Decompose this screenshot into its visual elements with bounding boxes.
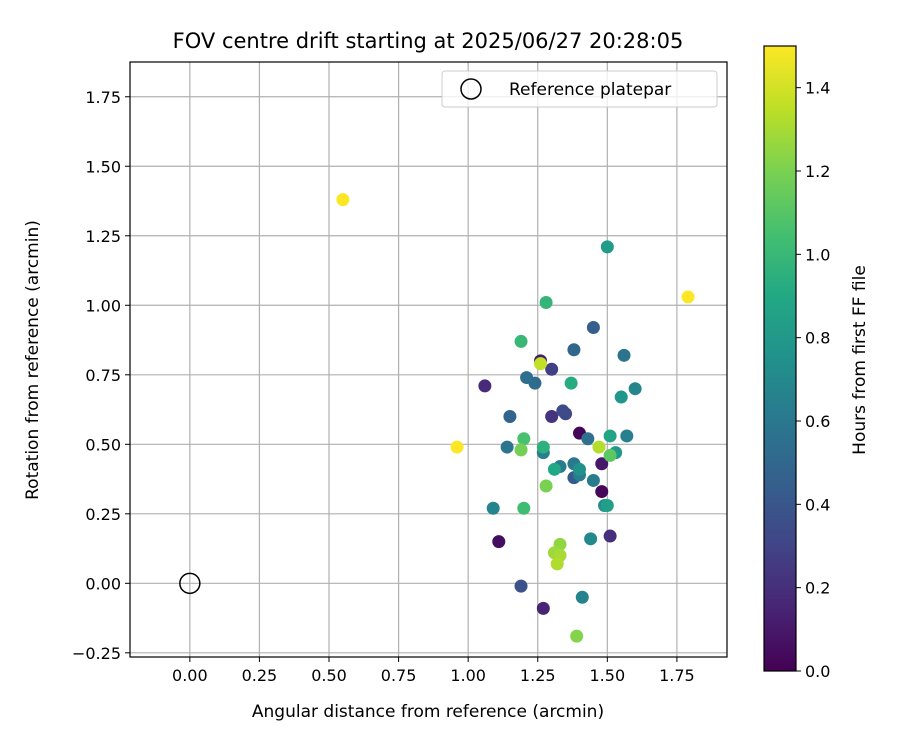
legend-marker-icon bbox=[460, 78, 482, 100]
y-axis-label: Rotation from reference (arcmin) bbox=[23, 220, 43, 500]
y-tick-label: 1.50 bbox=[85, 157, 121, 176]
chart-title: FOV centre drift starting at 2025/06/27 … bbox=[173, 29, 684, 53]
data-point bbox=[564, 376, 578, 390]
data-point bbox=[503, 409, 517, 423]
data-points bbox=[336, 193, 695, 643]
data-point bbox=[514, 334, 528, 348]
y-tick-label: 1.00 bbox=[85, 296, 121, 315]
y-axis-ticks: −0.25 0.00 0.25 0.50 0.75 1.00 1.25 1.50 1.75 bbox=[72, 88, 130, 663]
x-tick-label: 1.75 bbox=[659, 666, 695, 685]
data-point bbox=[592, 440, 606, 454]
legend-label: Reference platepar bbox=[509, 80, 671, 100]
data-point bbox=[595, 485, 609, 499]
y-tick-label: −0.25 bbox=[72, 644, 121, 663]
colorbar-tick-label: 1.0 bbox=[805, 245, 830, 264]
x-tick-label: 0.75 bbox=[381, 666, 417, 685]
data-point bbox=[547, 462, 561, 476]
colorbar: 0.0 0.2 0.4 0.6 0.8 1.0 1.2 1.4 Hours from firs… bbox=[763, 45, 870, 681]
y-tick-label: 0.50 bbox=[85, 435, 121, 454]
data-point bbox=[517, 432, 531, 446]
data-point bbox=[536, 440, 550, 454]
colorbar-label: Hours from first FF file bbox=[850, 265, 870, 455]
data-point bbox=[584, 532, 598, 546]
colorbar-tick-label: 1.2 bbox=[805, 162, 830, 181]
data-point bbox=[620, 429, 634, 443]
x-axis-label: Angular distance from reference (arcmin) bbox=[252, 702, 604, 722]
data-point bbox=[545, 362, 559, 376]
data-point bbox=[581, 432, 595, 446]
y-tick-label: 1.25 bbox=[85, 227, 121, 246]
data-point bbox=[492, 535, 506, 549]
data-point bbox=[514, 443, 528, 457]
data-point bbox=[514, 579, 528, 593]
x-tick-label: 0.00 bbox=[172, 666, 208, 685]
data-point bbox=[450, 440, 464, 454]
plot-area bbox=[130, 62, 727, 657]
y-tick-label: 0.00 bbox=[85, 574, 121, 593]
colorbar-ticks: 0.0 0.2 0.4 0.6 0.8 1.0 1.2 1.4 bbox=[796, 79, 830, 681]
data-point bbox=[550, 557, 564, 571]
data-point bbox=[595, 457, 609, 471]
data-point bbox=[603, 529, 617, 543]
data-point bbox=[520, 371, 534, 385]
data-point bbox=[628, 382, 642, 396]
data-point bbox=[517, 501, 531, 515]
colorbar-tick-label: 0.0 bbox=[805, 662, 830, 681]
data-point bbox=[600, 498, 614, 512]
data-point bbox=[570, 629, 584, 643]
data-point bbox=[586, 321, 600, 335]
x-axis-ticks: 0.00 0.25 0.50 0.75 1.00 1.25 1.50 1.75 bbox=[172, 657, 695, 685]
plot-frame bbox=[129, 61, 728, 658]
data-point bbox=[600, 240, 614, 254]
x-tick-label: 1.25 bbox=[520, 666, 556, 685]
data-point bbox=[545, 409, 559, 423]
colorbar-tick-label: 1.4 bbox=[805, 79, 830, 98]
y-tick-label: 1.75 bbox=[85, 88, 121, 107]
legend-box bbox=[441, 70, 718, 108]
data-point bbox=[572, 462, 586, 476]
x-tick-label: 1.50 bbox=[590, 666, 626, 685]
x-tick-label: 1.00 bbox=[450, 666, 486, 685]
data-point bbox=[539, 479, 553, 493]
x-tick-label: 0.50 bbox=[311, 666, 347, 685]
colorbar-tick-label: 0.2 bbox=[805, 579, 830, 598]
colorbar-tick-label: 0.4 bbox=[805, 495, 830, 514]
data-point bbox=[614, 390, 628, 404]
data-point bbox=[586, 473, 600, 487]
data-point bbox=[486, 501, 500, 515]
data-point bbox=[539, 296, 553, 310]
data-point bbox=[603, 448, 617, 462]
data-point bbox=[478, 379, 492, 393]
data-point bbox=[567, 343, 581, 357]
colorbar-tick-label: 0.6 bbox=[805, 412, 830, 431]
legend: Reference platepar bbox=[441, 70, 718, 108]
data-point bbox=[534, 357, 548, 371]
reference-platepar-marker bbox=[179, 572, 201, 595]
colorbar-gradient bbox=[763, 45, 797, 672]
y-tick-label: 0.75 bbox=[85, 366, 121, 385]
data-point bbox=[556, 404, 570, 418]
data-point bbox=[575, 590, 589, 604]
data-point bbox=[681, 290, 695, 304]
data-point bbox=[617, 348, 631, 362]
data-point bbox=[536, 601, 550, 615]
data-point bbox=[603, 429, 617, 443]
data-point bbox=[500, 440, 514, 454]
data-point bbox=[336, 193, 350, 207]
y-tick-label: 0.25 bbox=[85, 505, 121, 524]
colorbar-tick-label: 0.8 bbox=[805, 329, 830, 348]
x-tick-label: 0.25 bbox=[242, 666, 278, 685]
